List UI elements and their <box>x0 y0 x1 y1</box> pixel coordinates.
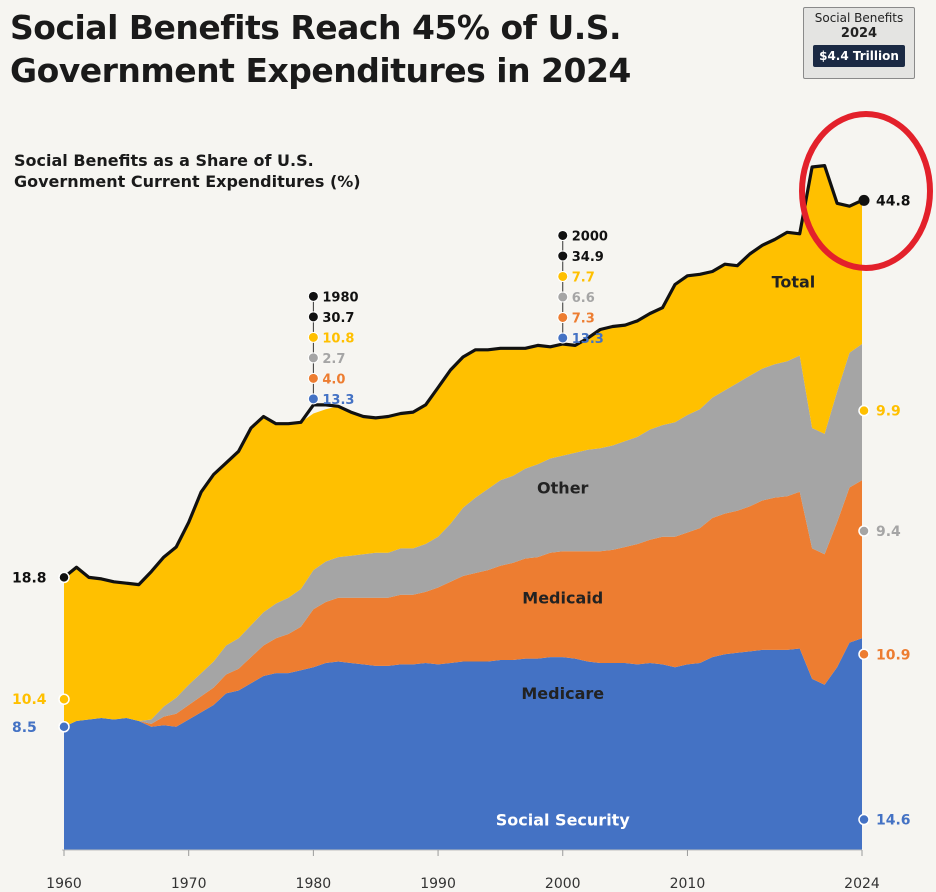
callout-2000-marker-year <box>557 229 569 241</box>
start-label-other: 10.4 <box>12 692 47 708</box>
title-line-2: Government Expenditures in 2024 <box>10 51 631 90</box>
callout-2000-marker-medicaid <box>557 291 569 303</box>
start-label-social-security: 8.5 <box>12 720 37 736</box>
callout-1980-label-medicaid: 2.7 <box>322 352 345 367</box>
start-marker-other <box>58 693 70 705</box>
badge-label: Social Benefits <box>814 11 904 25</box>
end-label-medicare: 10.9 <box>876 647 911 663</box>
callout-2000-label-medicaid: 6.6 <box>572 291 595 306</box>
total-line <box>62 164 863 587</box>
x-tick-label-2000: 2000 <box>545 876 581 892</box>
badge-year: 2024 <box>840 26 878 41</box>
subtitle-line-1: Social Benefits as a Share of U.S. <box>14 151 314 170</box>
area-label-total: Total <box>772 272 816 291</box>
start-marker-total <box>58 571 70 584</box>
callout-1980-label-medicare: 4.0 <box>322 372 345 387</box>
x-tick-label-1960: 1960 <box>46 876 82 892</box>
x-tick-label-2024: 2024 <box>844 876 880 892</box>
subtitle-line-2: Government Current Expenditures (%) <box>14 172 361 191</box>
area-label-social-security: Social Security <box>496 810 631 829</box>
callout-1980-marker-social-security <box>307 393 319 405</box>
callout-1980-marker-other <box>307 331 319 343</box>
start-label-total: 18.8 <box>12 570 47 586</box>
callout-1980-marker-year <box>307 290 319 302</box>
callout-2000-marker-other <box>557 270 569 282</box>
start-marker-social-security <box>58 721 70 733</box>
callout-1980-label-social-security: 13.3 <box>322 393 354 408</box>
highlight-circle <box>799 111 933 271</box>
x-tick-label-2010: 2010 <box>670 876 706 892</box>
badge-value: $4.4 Trillion <box>813 45 905 67</box>
callout-1980-label-total: 30.7 <box>322 311 354 326</box>
x-tick-label-1980: 1980 <box>296 876 332 892</box>
x-tick-label-1990: 1990 <box>420 876 456 892</box>
callout-2000-marker-total <box>557 250 569 262</box>
area-label-medicare: Medicare <box>521 684 604 703</box>
callout-2000-label-other: 7.7 <box>572 270 595 285</box>
callout-1980-marker-total <box>307 311 319 323</box>
title-line-1: Social Benefits Reach 45% of U.S. <box>10 8 622 47</box>
callout-1980-label-year: 1980 <box>322 290 358 305</box>
medicare-area <box>64 480 862 727</box>
end-label-medicaid: 9.4 <box>876 524 901 540</box>
other-area <box>64 165 862 727</box>
end-label-other: 9.9 <box>876 404 901 420</box>
x-tick-label-1970: 1970 <box>171 876 207 892</box>
callout-1980-marker-medicaid <box>307 352 319 364</box>
chart-title: Social Benefits Reach 45% of U.S. Govern… <box>10 6 631 92</box>
area-label-other: Other <box>537 478 588 497</box>
callout-2000-label-year: 2000 <box>572 229 608 244</box>
end-marker-medicaid <box>858 525 870 537</box>
end-marker-medicare <box>858 648 870 660</box>
callout-2000-marker-social-security <box>557 332 569 344</box>
total-end-label: 44.8 <box>876 193 911 209</box>
end-label-social-security: 14.6 <box>876 813 911 829</box>
end-marker-other <box>858 404 870 417</box>
callout-2000-label-total: 34.9 <box>572 250 604 265</box>
callout-2000-marker-medicare <box>557 311 569 323</box>
callout-1980-marker-medicare <box>307 372 319 384</box>
summary-badge: Social Benefits 2024 $4.4 Trillion <box>803 7 915 79</box>
callout-1980-label-other: 10.8 <box>322 331 354 346</box>
chart-subtitle: Social Benefits as a Share of U.S. Gover… <box>14 150 361 192</box>
social-security-area <box>64 638 862 850</box>
total-end-marker <box>858 194 870 206</box>
callout-2000-label-social-security: 13.3 <box>572 332 604 347</box>
medicaid-area <box>64 344 862 727</box>
callout-2000-label-medicare: 7.3 <box>572 311 595 326</box>
area-label-medicaid: Medicaid <box>522 589 603 608</box>
end-marker-social-security <box>858 813 870 826</box>
